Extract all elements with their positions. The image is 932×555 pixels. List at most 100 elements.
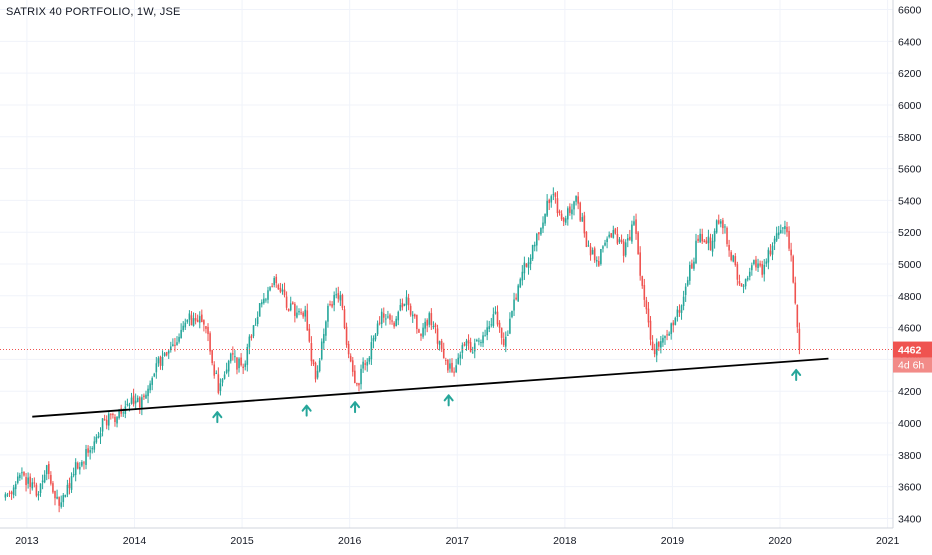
candle-body — [281, 289, 284, 292]
x-tick-label: 2021 — [876, 535, 900, 547]
candle-body — [242, 366, 244, 369]
candle-body — [535, 233, 538, 246]
candle-body — [310, 343, 313, 362]
candle-body — [351, 360, 354, 372]
candle-body — [97, 436, 100, 438]
candle-body — [525, 263, 528, 267]
candle-body — [701, 234, 704, 242]
candle-body — [538, 232, 540, 235]
candle-body — [730, 252, 732, 261]
candle-body — [639, 252, 641, 276]
candle-body — [387, 316, 389, 318]
candle-body — [591, 250, 594, 255]
candle-body — [649, 320, 652, 340]
candle-body — [360, 368, 362, 385]
candle-body — [434, 324, 437, 328]
x-tick-label: 2016 — [338, 535, 362, 547]
y-tick-label: 6400 — [898, 36, 922, 48]
y-tick-label: 5800 — [898, 132, 922, 144]
candle-body — [484, 335, 486, 337]
y-tick-label: 5200 — [898, 227, 922, 239]
candle-body — [6, 494, 9, 496]
candle-body — [48, 464, 50, 474]
candle-body — [746, 277, 749, 280]
candle-body — [70, 476, 73, 490]
candle-body — [707, 236, 710, 244]
candle-body — [684, 286, 687, 295]
candle-body — [178, 336, 180, 342]
candle-body — [234, 356, 236, 358]
candle-body — [60, 502, 63, 507]
candle-body — [236, 357, 238, 370]
candle-body — [678, 310, 681, 313]
candle-body — [211, 350, 213, 364]
candle-body — [209, 333, 211, 352]
candle-body — [263, 298, 265, 304]
candle-body — [744, 279, 747, 287]
candle-body — [265, 299, 267, 301]
candle-body — [562, 218, 565, 222]
candle-body — [238, 358, 240, 369]
candle-body — [316, 370, 319, 378]
candle-body — [748, 271, 751, 277]
candle-body — [382, 313, 385, 318]
candle-body — [751, 265, 753, 271]
y-tick-label: 4200 — [898, 386, 922, 398]
candle-body — [411, 314, 414, 317]
candle-body — [455, 365, 457, 372]
candle-body — [504, 336, 507, 347]
candle-body — [738, 281, 741, 284]
candle-body — [693, 261, 695, 269]
candle-body — [500, 327, 503, 338]
candle-body — [335, 294, 338, 296]
candle-body — [25, 477, 27, 486]
candle-body — [366, 361, 369, 366]
candle-body — [118, 409, 120, 418]
candle-body — [79, 466, 81, 470]
candle-body — [405, 296, 408, 305]
candle-body — [418, 329, 420, 333]
candle-body — [552, 194, 555, 196]
candle-body — [664, 335, 666, 338]
candle-body — [227, 360, 230, 372]
candle-body — [668, 333, 670, 336]
candle-body — [515, 297, 517, 300]
candle-body — [416, 314, 418, 330]
candle-body — [612, 230, 615, 238]
candle-body — [796, 305, 799, 328]
candle-body — [294, 303, 296, 316]
candle-body — [169, 346, 172, 351]
candle-body — [176, 342, 178, 346]
candle-body — [409, 305, 412, 315]
candle-body — [676, 309, 679, 318]
candle-body — [374, 334, 377, 340]
candle-body — [93, 441, 96, 450]
candle-body — [304, 309, 307, 317]
candle-body — [496, 311, 499, 325]
y-tick-label: 6200 — [898, 68, 922, 80]
candle-body — [792, 256, 794, 283]
candle-body — [147, 388, 149, 397]
x-tick-label: 2018 — [553, 535, 577, 547]
chart-title: SATRIX 40 PORTFOLIO, 1W, JSE — [6, 6, 181, 18]
candle-body — [554, 192, 557, 197]
candle-body — [761, 264, 763, 275]
candle-body — [339, 295, 342, 301]
candle-body — [45, 465, 48, 475]
candle-body — [709, 237, 712, 251]
candle-body — [182, 325, 185, 331]
candle-body — [331, 304, 333, 307]
candle-body — [573, 201, 575, 210]
candle-body — [33, 482, 36, 484]
candle-body — [287, 308, 290, 311]
candle-body — [600, 249, 602, 264]
candle-body — [502, 339, 505, 345]
candle-body — [726, 227, 728, 245]
countdown-value: 4d 6h — [898, 360, 924, 372]
candle-body — [215, 372, 218, 374]
candle-body — [413, 314, 416, 317]
candle-body — [213, 364, 216, 376]
candle-body — [393, 322, 395, 327]
